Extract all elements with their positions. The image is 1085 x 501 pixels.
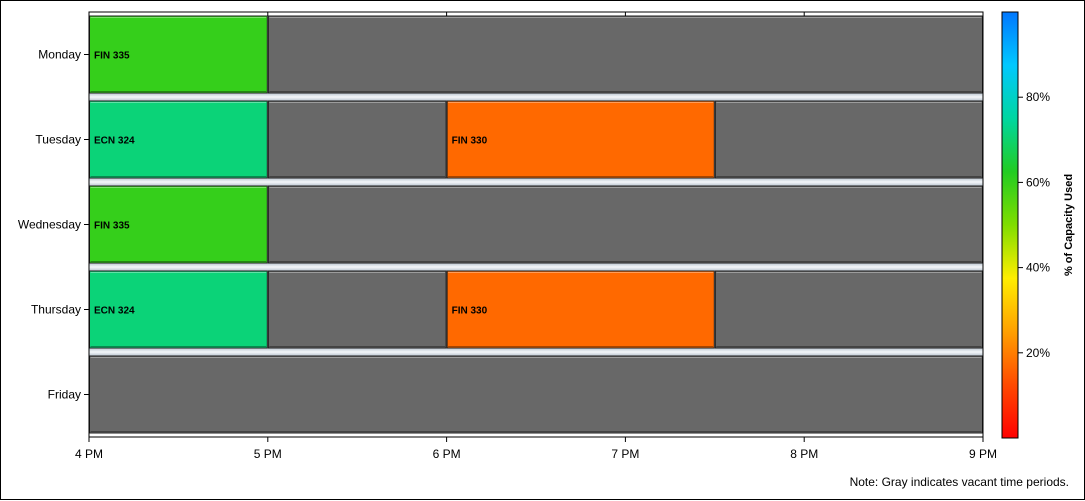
segment-vacant xyxy=(714,270,983,349)
y-tick-label: Thursday xyxy=(31,303,81,317)
x-tick-label: 4 PM xyxy=(75,447,103,461)
segment-vacant xyxy=(714,100,983,179)
bar-label: FIN 335 xyxy=(94,221,130,232)
segment-vacant xyxy=(267,185,983,264)
segment-vacant xyxy=(267,15,983,94)
segment-ecn-324 xyxy=(89,270,268,349)
legend-tick-label: 80% xyxy=(1026,90,1050,104)
x-tick-label: 5 PM xyxy=(254,447,282,461)
segment-vacant xyxy=(267,270,447,349)
x-tick-label: 9 PM xyxy=(969,447,997,461)
segment-vacant xyxy=(89,355,983,434)
x-tick-label: 6 PM xyxy=(433,447,461,461)
bar-label: FIN 335 xyxy=(94,51,130,62)
legend-title: % of Capacity Used xyxy=(1063,174,1075,276)
segment-vacant xyxy=(267,100,447,179)
x-tick-label: 7 PM xyxy=(611,447,639,461)
legend-tick-label: 20% xyxy=(1026,346,1050,360)
y-tick-label: Tuesday xyxy=(35,133,81,147)
row-gap-band xyxy=(89,263,983,271)
x-tick-label: 8 PM xyxy=(790,447,818,461)
segment-fin-335 xyxy=(89,185,268,264)
segment-ecn-324 xyxy=(89,100,268,179)
bar-label: ECN 324 xyxy=(94,136,135,147)
row-gap-band xyxy=(89,178,983,186)
legend-tick-label: 40% xyxy=(1026,261,1050,275)
segment-fin-330 xyxy=(446,100,715,179)
plot-area: FIN 335 ECN 324 FIN 330 FIN 335 ECN 324 FIN 3… xyxy=(18,11,997,461)
bar-label: ECN 324 xyxy=(94,306,135,317)
segment-fin-330 xyxy=(446,270,715,349)
y-tick-label: Friday xyxy=(48,388,81,402)
capacity-legend: 20% 40% 60% 80% % of Capacity Used xyxy=(1001,11,1075,439)
bar-label: FIN 330 xyxy=(452,136,488,147)
legend-tick-label: 60% xyxy=(1026,175,1050,189)
bar-label: FIN 330 xyxy=(452,306,488,317)
y-tick-label: Wednesday xyxy=(18,218,81,232)
row-gap-band xyxy=(89,348,983,356)
footnote: Note: Gray indicates vacant time periods… xyxy=(849,475,1069,489)
segment-fin-335 xyxy=(89,15,268,94)
legend-colorbar xyxy=(1001,11,1019,439)
row-gap-band xyxy=(89,93,983,101)
y-tick-label: Monday xyxy=(38,48,81,62)
